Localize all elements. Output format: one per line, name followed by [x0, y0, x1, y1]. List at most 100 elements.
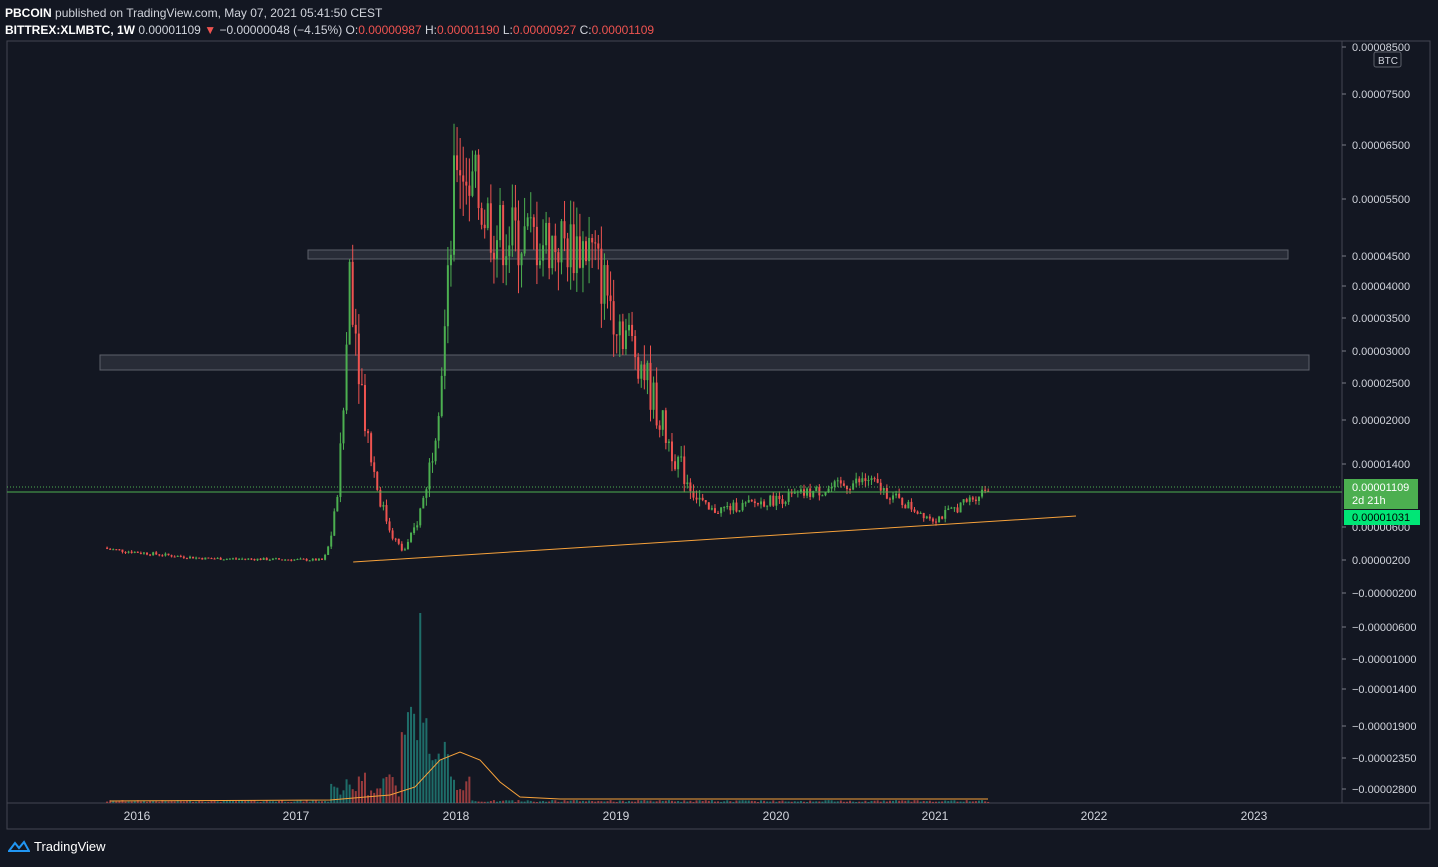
volume-bar	[624, 801, 627, 803]
volume-bar	[185, 800, 188, 803]
volume-bar	[324, 800, 327, 803]
volume-bar	[302, 801, 305, 803]
volume-bar	[468, 776, 471, 803]
candle-body	[655, 382, 658, 426]
volume-bar	[416, 740, 419, 803]
candle-body	[357, 333, 360, 385]
volume-bar	[827, 800, 830, 803]
candle-body	[158, 554, 161, 556]
volume-bar	[373, 792, 376, 803]
publish-line: PBCOIN published on TradingView.com, May…	[5, 5, 654, 22]
candle-body	[354, 324, 357, 334]
candle-body	[953, 507, 956, 509]
candle-body	[112, 549, 115, 551]
volume-bar	[443, 741, 446, 803]
volume-bar	[735, 800, 738, 803]
volume-bar	[152, 801, 155, 803]
last-price-value: 0.00001109	[1352, 482, 1409, 494]
volume-bar	[864, 800, 867, 803]
year-label-2021: 2021	[922, 809, 949, 823]
published-text: published on TradingView.com, May 07, 20…	[55, 6, 383, 20]
volume-bar	[876, 800, 879, 803]
candle-body	[474, 154, 477, 172]
volume-bar	[947, 801, 950, 803]
volume-bar	[882, 800, 885, 803]
candle-body	[339, 443, 342, 497]
volume-bar	[428, 753, 431, 803]
candle-body	[686, 482, 689, 485]
candle-body	[628, 324, 630, 331]
candle-body	[968, 497, 971, 502]
candle-body	[873, 478, 876, 480]
candle-body	[532, 217, 535, 227]
candle-body	[185, 557, 188, 559]
volume-bar	[652, 801, 655, 803]
candle-body	[118, 549, 121, 551]
candle-body	[965, 499, 968, 502]
candle-body	[324, 554, 327, 560]
candle-body	[634, 336, 637, 358]
candle-body	[701, 497, 704, 501]
candle-body	[204, 557, 207, 560]
candle-body	[950, 507, 953, 509]
volume-bar	[701, 800, 704, 803]
volume-bar	[351, 789, 354, 803]
volume-bar	[575, 800, 578, 803]
year-label-2020: 2020	[763, 809, 790, 823]
volume-bar	[241, 800, 244, 803]
volume-bar	[360, 780, 363, 803]
volume-bar	[729, 801, 732, 803]
candle-body	[495, 240, 498, 260]
candle-body	[741, 502, 744, 511]
candle-body	[373, 462, 376, 472]
volume-bar	[907, 800, 910, 803]
candle-body	[499, 205, 502, 241]
volume-bar	[149, 800, 152, 803]
resistance-zone-2	[99, 354, 1310, 371]
candle-body	[201, 558, 204, 560]
year-label-2016: 2016	[124, 809, 151, 823]
candle-body	[397, 538, 400, 544]
candle-body	[667, 441, 670, 443]
volume-bar	[192, 801, 195, 803]
tradingview-logo[interactable]: TradingView	[8, 839, 106, 854]
volume-bar	[486, 801, 489, 803]
volume-bar	[664, 800, 667, 803]
volume-bar	[176, 800, 179, 803]
volume-bar	[796, 801, 799, 803]
candle-body	[142, 552, 145, 554]
candle-body	[594, 242, 597, 244]
volume-bar	[483, 801, 486, 803]
volume-bar	[526, 800, 529, 803]
candle-body	[130, 551, 133, 553]
volume-bar	[692, 801, 695, 803]
volume-bar	[698, 800, 701, 803]
volume-bar	[987, 801, 990, 803]
candle-body	[717, 512, 720, 514]
candle-body	[799, 489, 802, 492]
volume-bar	[753, 801, 756, 803]
volume-bar	[523, 801, 526, 803]
candle-body	[431, 461, 434, 463]
candle-body	[363, 385, 366, 432]
candle-body	[259, 558, 262, 560]
price-label: 0.00007500	[1352, 89, 1410, 101]
volume-bar	[489, 800, 492, 803]
price-label: 0.00002000	[1352, 415, 1410, 427]
candle-body	[262, 557, 265, 560]
candle-body	[459, 170, 462, 176]
price-label: 0.00006500	[1352, 140, 1410, 152]
volume-bar	[164, 800, 167, 803]
candle-body	[882, 488, 885, 491]
volume-bar	[726, 800, 729, 803]
volume-bar	[146, 801, 149, 803]
candle-body	[453, 155, 456, 255]
author-name[interactable]: PBCOIN	[5, 6, 52, 20]
candle-body	[597, 243, 600, 249]
volume-bar	[744, 800, 747, 803]
volume-bar	[634, 801, 637, 803]
candle-body	[296, 559, 299, 561]
candle-body	[406, 541, 409, 550]
candle-body	[170, 555, 173, 557]
